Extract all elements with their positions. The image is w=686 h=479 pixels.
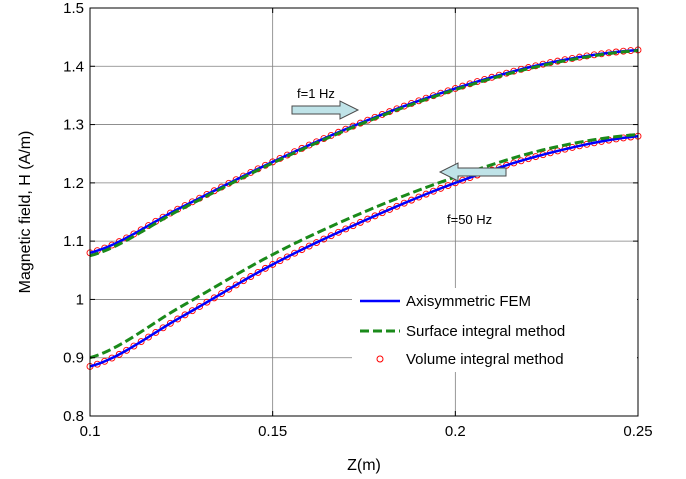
- x-tick-label: 0.25: [623, 423, 652, 440]
- y-tick-label: 1.5: [63, 0, 84, 17]
- volume-integral-point: [196, 303, 204, 310]
- x-tick-label: 0.15: [258, 423, 287, 440]
- volume-integral-point: [137, 338, 145, 346]
- x-tick-label: 0.2: [445, 423, 466, 440]
- volume-integral-point: [159, 324, 167, 332]
- volume-integral-point: [327, 232, 335, 240]
- legend-swatch-circle: [376, 355, 384, 363]
- right-arrow-icon: [291, 100, 360, 120]
- annotation-f1-label: f=1 Hz: [297, 86, 335, 101]
- surface-integral-line: [89, 49, 639, 258]
- volume-integral-point: [218, 290, 225, 298]
- volume-integral-point: [283, 253, 291, 261]
- annotation-f1: f=1 Hz: [291, 86, 360, 120]
- legend-item-surface: Surface integral method: [360, 323, 565, 340]
- volume-integral-point: [313, 239, 320, 247]
- volume-integral-point: [269, 261, 277, 268]
- legend-label: Axisymmetric FEM: [406, 293, 531, 310]
- volume-integral-point: [254, 165, 262, 173]
- legend: Axisymmetric FEM Surface integral method…: [352, 288, 637, 372]
- volume-integral-point: [130, 342, 138, 350]
- volume-integral-point: [174, 315, 182, 323]
- axisymmetric-fem-line: [89, 134, 639, 368]
- volume-integral-point: [145, 333, 152, 341]
- volume-integral-point: [115, 350, 123, 358]
- volume-integral-point: [166, 319, 174, 327]
- volume-integral-point: [298, 246, 306, 254]
- volume-integral-point: [188, 307, 196, 315]
- axis-ticks: 0.1 0.15 0.2 0.25 0.8 0.9 1 1.1 1.2 1.3 1.4 1.5: [63, 0, 652, 440]
- surface-integral-line: [89, 132, 639, 360]
- plot-frame: [89, 7, 639, 417]
- y-tick-label: 1.3: [63, 117, 84, 134]
- y-tick-label: 1: [76, 291, 84, 308]
- x-tick-label: 0.1: [80, 423, 101, 440]
- legend-item-volume: Volume integral method: [376, 351, 564, 368]
- volume-integral-point: [181, 311, 189, 319]
- volume-integral-point: [254, 268, 262, 276]
- volume-integral-point: [210, 294, 218, 302]
- annotation-f50: f=50 Hz: [438, 162, 507, 227]
- left-arrow-icon: [438, 162, 507, 182]
- volume-integral-point: [320, 235, 328, 243]
- volume-integral-point: [247, 273, 255, 280]
- y-tick-label: 0.8: [63, 408, 84, 425]
- legend-label: Surface integral method: [406, 323, 565, 340]
- volume-integral-point: [232, 281, 240, 289]
- y-tick-label: 1.1: [63, 233, 84, 250]
- legend-label: Volume integral method: [406, 351, 564, 368]
- volume-integral-point: [152, 328, 160, 336]
- volume-integral-point: [108, 354, 116, 362]
- volume-integral-point: [261, 264, 269, 272]
- volume-integral-point: [123, 346, 130, 354]
- volume-integral-point: [203, 298, 211, 306]
- annotation-f50-label: f=50 Hz: [447, 212, 492, 227]
- volume-integral-point: [291, 249, 299, 257]
- volume-integral-point: [305, 242, 313, 250]
- y-tick-label: 1.4: [63, 58, 84, 75]
- x-axis-label: Z(m): [347, 457, 381, 474]
- volume-integral-point: [225, 285, 233, 293]
- legend-item-fem: Axisymmetric FEM: [360, 293, 531, 310]
- series-layer: [86, 46, 642, 370]
- y-axis-label: Magnetic field, H (A/m): [17, 131, 34, 294]
- y-tick-label: 0.9: [63, 350, 84, 367]
- volume-integral-point: [276, 257, 284, 265]
- y-tick-label: 1.2: [63, 175, 84, 192]
- volume-integral-point: [239, 277, 247, 285]
